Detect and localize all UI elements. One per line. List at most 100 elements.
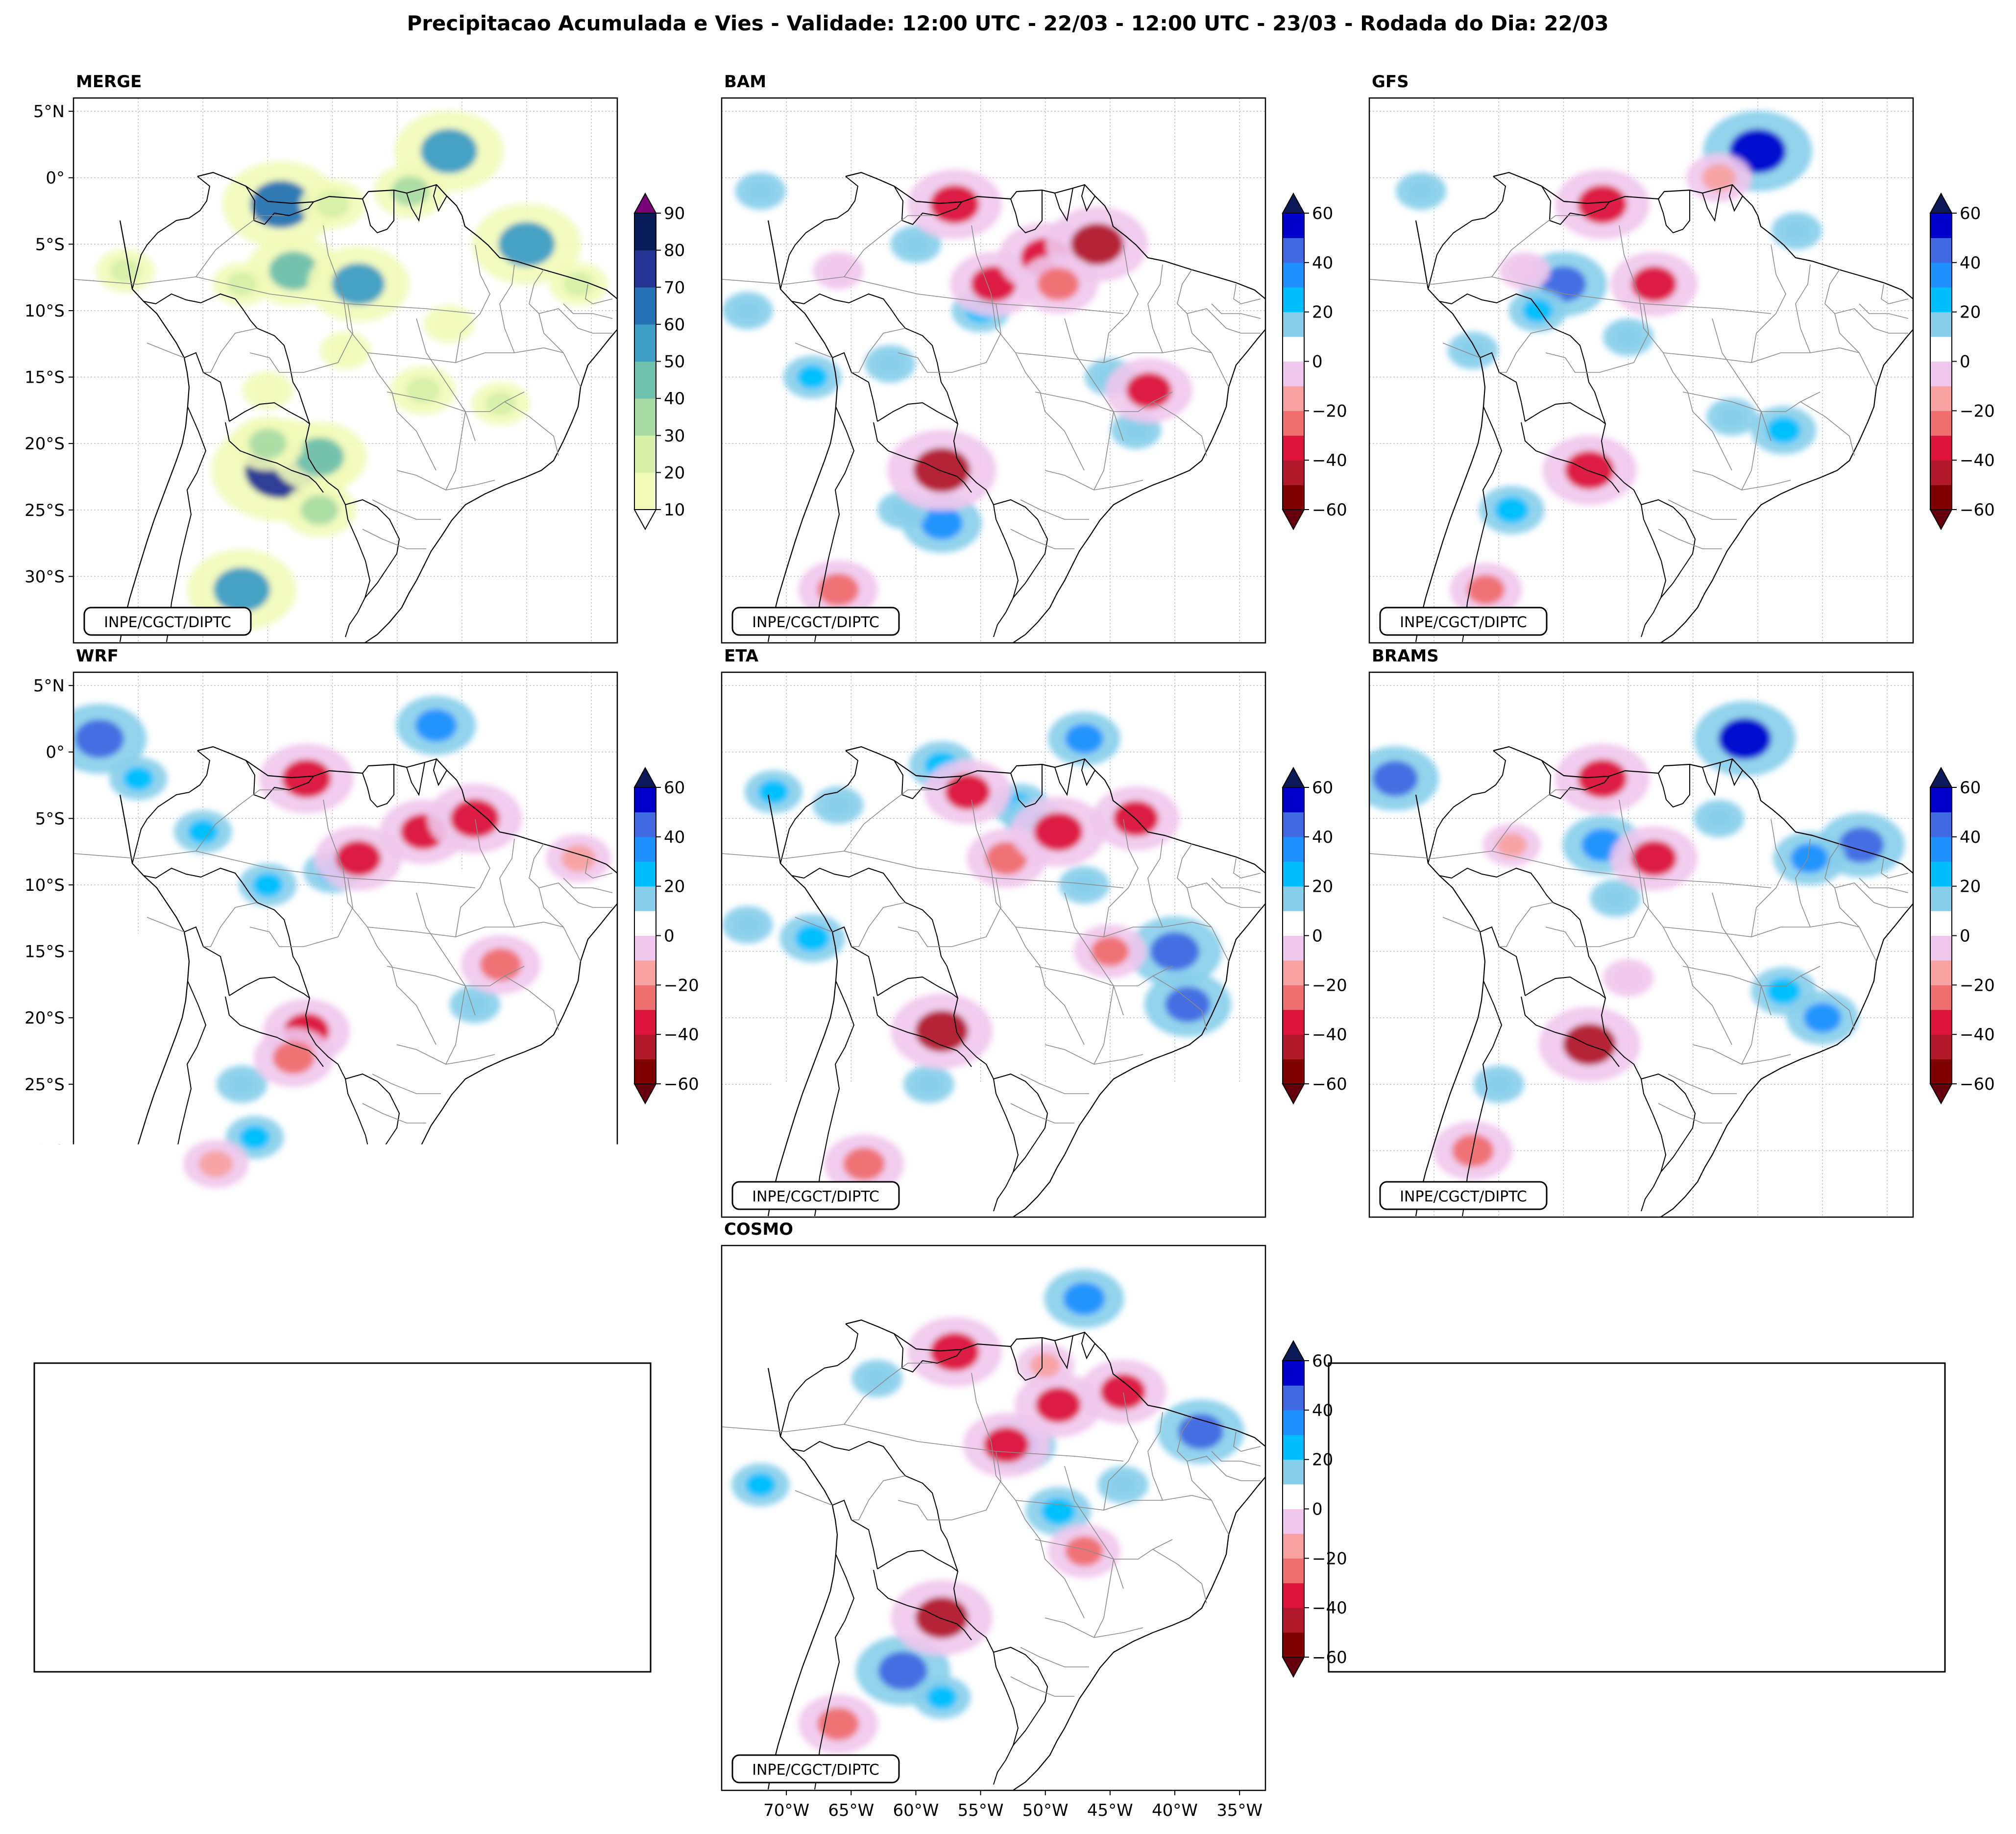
xtick-label: 40°W (1152, 1801, 1198, 1820)
colorbar-band (1283, 1558, 1304, 1583)
ytick-label: 15°S (24, 368, 65, 388)
ytick-label: 20°S (24, 434, 65, 454)
field-blob-core (1565, 451, 1614, 489)
field-blob-core (1178, 1414, 1223, 1449)
field-blob-core (301, 495, 339, 525)
field-blob-core (1036, 1387, 1081, 1423)
colorbar-band (1930, 460, 1952, 485)
ytick-label: 0° (46, 169, 65, 188)
colorbar-band (634, 398, 656, 436)
xtick-label: 60°W (893, 1801, 939, 1820)
xtick-label: 35°W (1216, 1801, 1263, 1820)
ytick-label: 5°N (33, 102, 65, 122)
colorbar-band (634, 250, 656, 288)
colorbar-band (634, 1034, 656, 1059)
ytick-label: 5°S (35, 809, 65, 829)
field-blob-core (1706, 808, 1732, 829)
colorbar-tick-label: 60 (664, 315, 685, 335)
field-blob-core (797, 365, 827, 389)
field-blob-core (1467, 575, 1505, 605)
colorbar-band (1930, 337, 1952, 362)
field-blob-core (1511, 260, 1538, 281)
ytick-label: 15°S (24, 942, 65, 962)
colorbar-band (1283, 386, 1304, 411)
field-blob-core (877, 353, 903, 374)
field-blob-core (436, 314, 462, 334)
colorbar-band (634, 960, 656, 985)
panel-gfs: GFSINPE/CGCT/DIPTC−60−40−200204060 (1369, 72, 1995, 644)
panel-title: GFS (1372, 72, 1409, 92)
credit-text: INPE/CGCT/DIPTC (752, 614, 879, 631)
colorbar-band (1283, 812, 1304, 837)
colorbar-tick-label: −20 (1312, 401, 1347, 421)
colorbar-extend-min (1930, 510, 1952, 529)
field-blob-core (1631, 266, 1676, 302)
colorbar-tick-label: −60 (1312, 1075, 1347, 1094)
ytick-label: 10°S (24, 876, 65, 895)
colorbar-band (1930, 837, 1952, 862)
field-blob-core (926, 1686, 957, 1709)
colorbar-band (1283, 911, 1304, 936)
field-blob-core (1041, 1498, 1075, 1524)
field-blob-core (249, 429, 287, 459)
colorbar-tick-label: 0 (1312, 1500, 1323, 1519)
field-blob-core (843, 1148, 885, 1180)
field-blob-core (1066, 724, 1103, 754)
panel-bam: BAM INPE/CGCT/DIPTC −60 −40 −20 0 20 40 60 (722, 72, 1347, 644)
colorbar-tick-label: 40 (1312, 828, 1333, 847)
credit-label: INPE/CGCT/DIPTC (732, 608, 899, 635)
colorbar-band (1283, 1034, 1304, 1059)
field-blob-core (1783, 220, 1810, 241)
field-blob-core (1578, 759, 1627, 798)
field-blob-core (1034, 812, 1083, 851)
field-blob-core (254, 380, 281, 401)
colorbar-extend-max (1283, 194, 1304, 213)
field-blob-core (253, 873, 283, 897)
colorbar-band (1283, 861, 1304, 886)
field-blob-core (734, 914, 761, 935)
colorbar-band (1283, 1410, 1304, 1435)
colorbar-band (1930, 985, 1952, 1010)
colorbar-band (1283, 1633, 1304, 1658)
field-blob-core (563, 272, 594, 296)
field-blob-core (316, 191, 349, 218)
colorbar-tick-label: 60 (1312, 204, 1333, 223)
colorbar-extend-max (1283, 768, 1304, 787)
colorbar-tick-label: 0 (664, 927, 675, 946)
xtick-label: 55°W (958, 1801, 1004, 1820)
colorbar-extend-max (634, 194, 656, 213)
colorbar-extend-min (1930, 1084, 1952, 1103)
field-blob-core (406, 377, 440, 403)
colorbar-tick-label: 0 (1960, 927, 1970, 946)
colorbar-band (1283, 460, 1304, 485)
panel-wrf: WRFINPE/CGCT/DIPTC5°N0°5°S10°S15°S20°S25… (24, 646, 699, 1219)
field-blob-core (1091, 936, 1129, 966)
ytick-label: 20°S (24, 1008, 65, 1028)
colorbar-extend-max (634, 768, 656, 787)
field-blob-core (915, 1597, 968, 1638)
field-blob-core (1523, 299, 1553, 322)
field-blob-core (332, 263, 385, 305)
field-blob-core (282, 759, 331, 798)
colorbar-band (634, 812, 656, 837)
colorbar-tick-label: 20 (664, 463, 685, 483)
colorbar-band (1283, 436, 1304, 461)
colorbar-band (1283, 787, 1304, 812)
field-blob-core (734, 300, 761, 321)
colorbar-extend-min (1283, 1084, 1304, 1103)
colorbar-tick-label: 0 (1312, 352, 1323, 372)
credit-label: INPE/CGCT/DIPTC (1380, 608, 1547, 635)
field-blob-core (747, 181, 774, 201)
colorbar-tick-label: 20 (1312, 877, 1333, 897)
field-blob-core (902, 234, 929, 254)
colorbar-tick-label: −40 (664, 1025, 699, 1045)
colorbar: −60 −40 −20 0 20 40 60 (1283, 194, 1347, 529)
field-blob-core (199, 1150, 233, 1177)
panel-merge: MERGE INPE/CGCT/DIPTC 5°N 0° 5°S 10°S 15°S 20°S… (24, 72, 685, 644)
colorbar-band (1283, 362, 1304, 387)
credit-label: INPE/CGCT/DIPTC (84, 608, 251, 635)
colorbar-band (1283, 1509, 1304, 1534)
field-blob-core (229, 1074, 255, 1095)
colorbar-tick-label: 80 (664, 241, 685, 261)
ytick-label: 25°S (24, 501, 65, 520)
